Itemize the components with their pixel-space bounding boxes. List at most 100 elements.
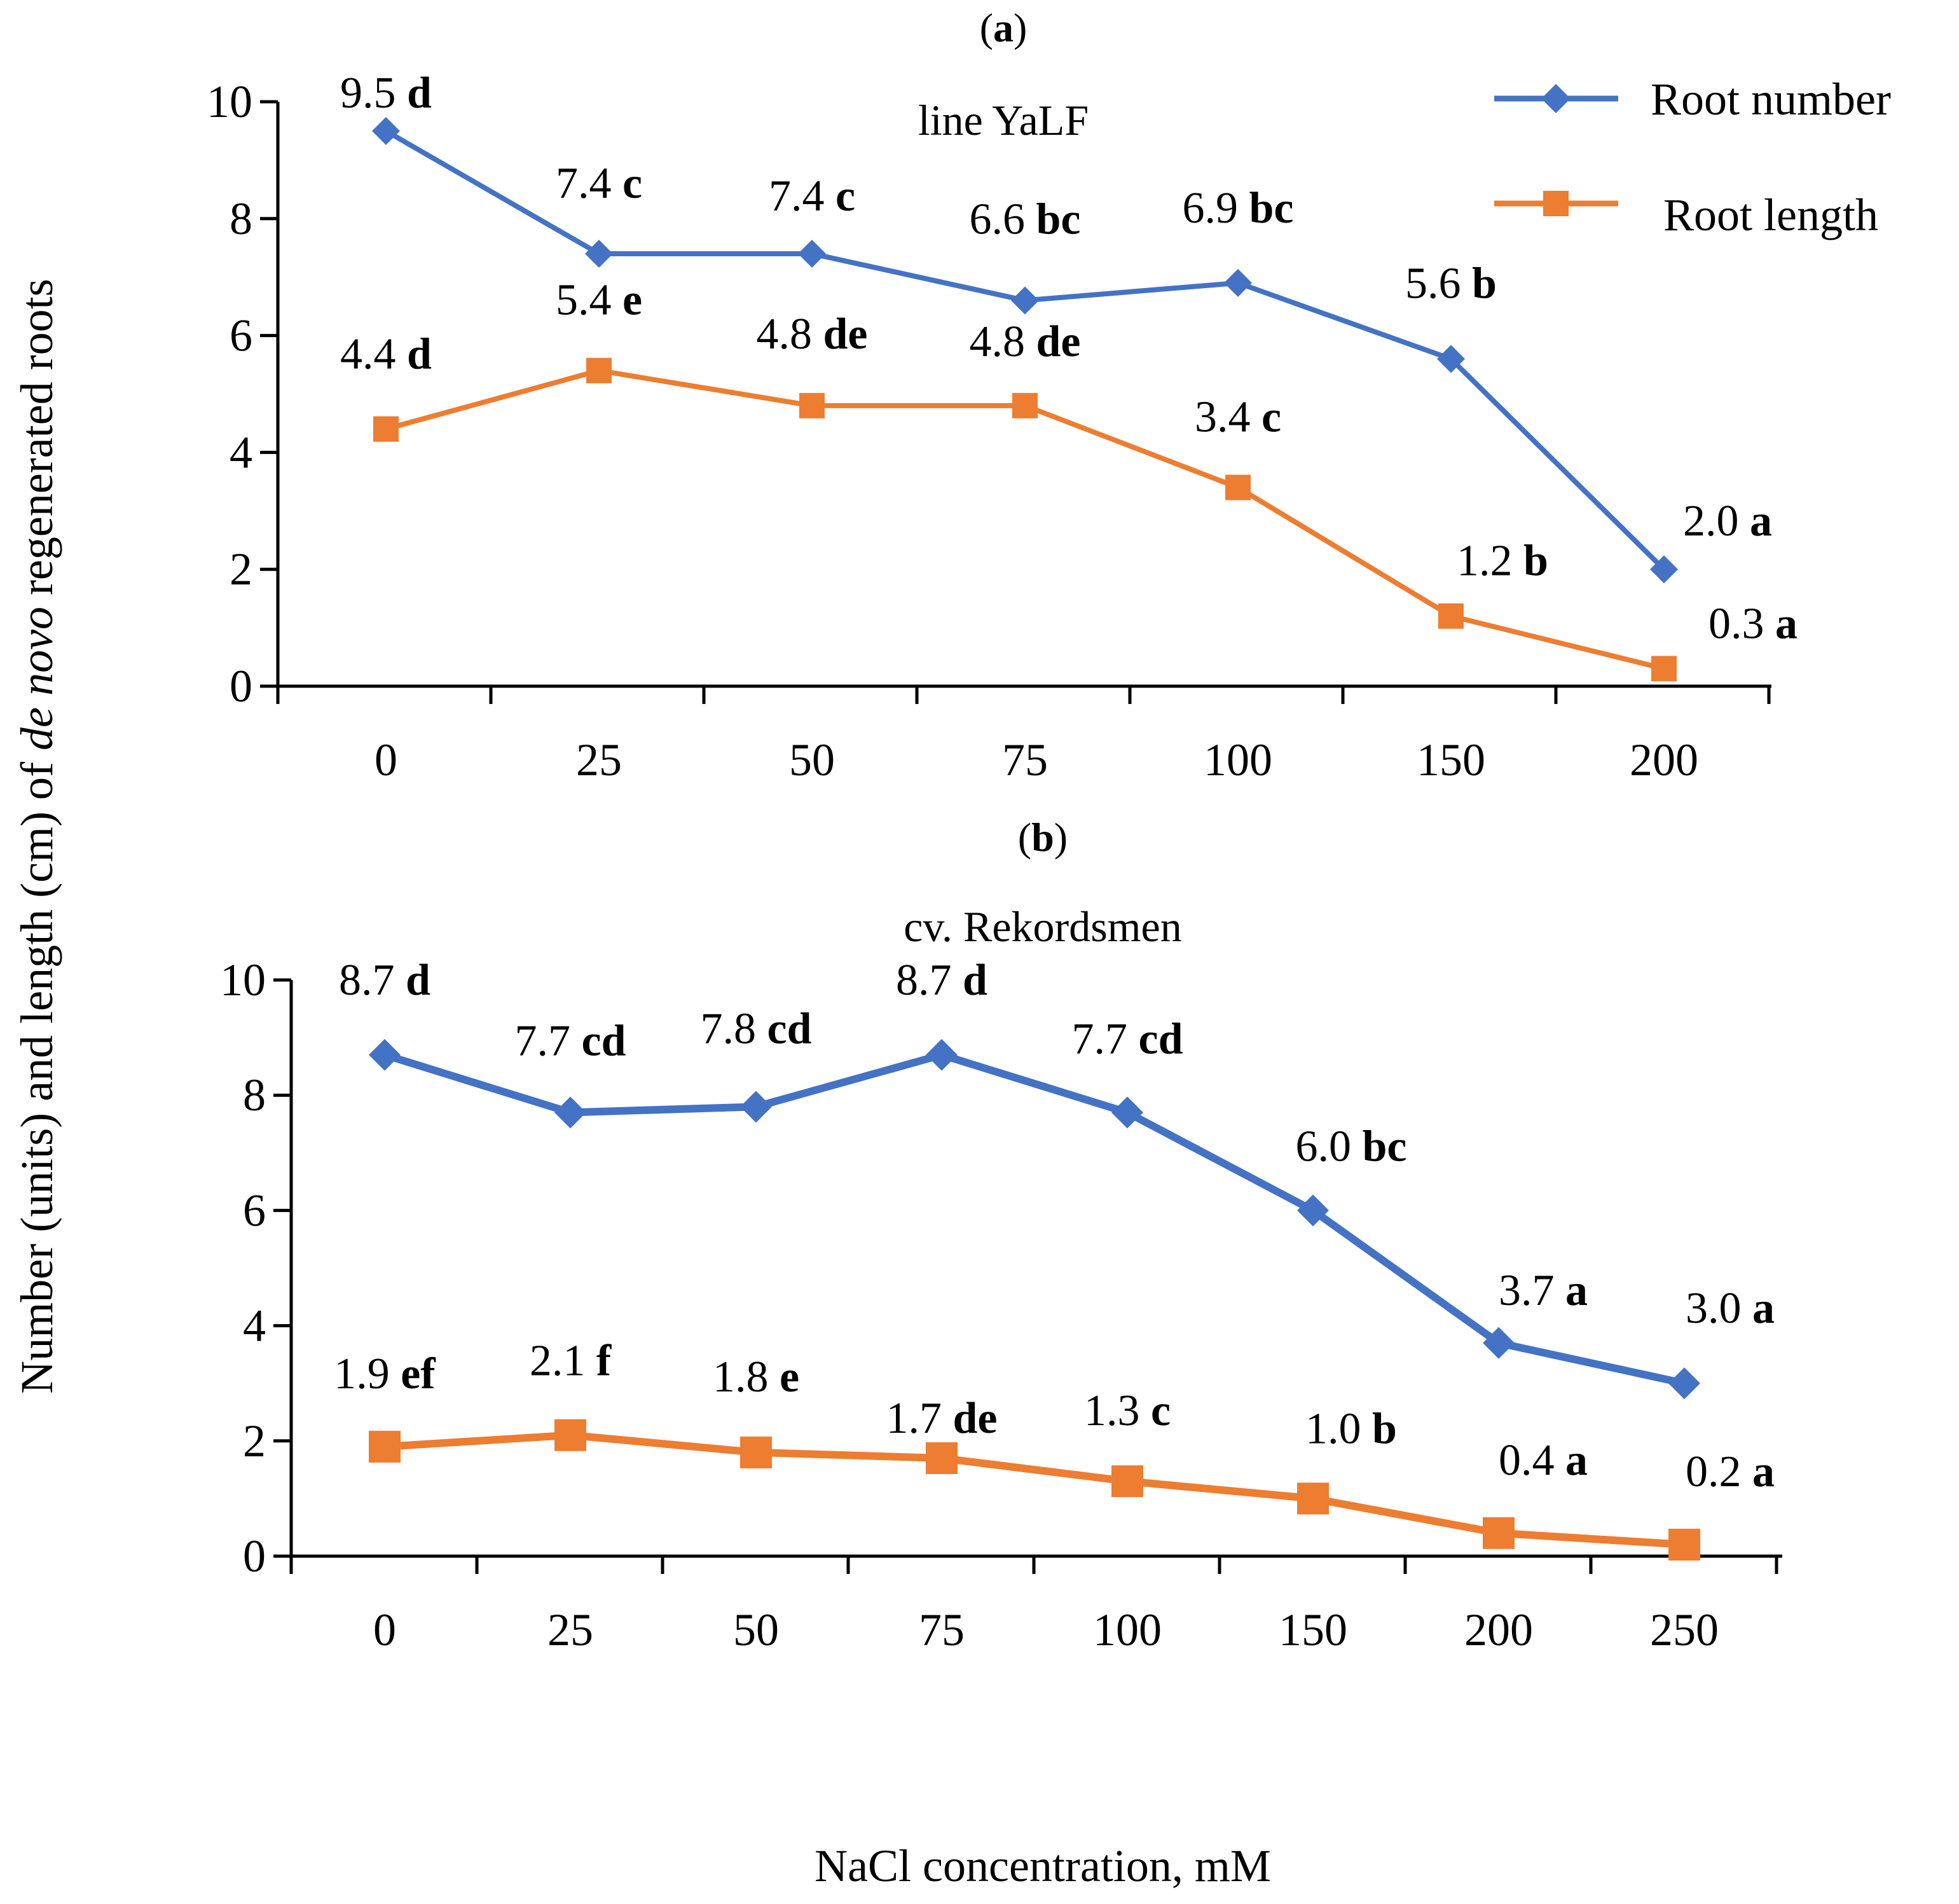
panel-b-root-length-data-label: 0.4 a <box>1499 1436 1588 1485</box>
panel-b-root-length-data-label: 0.2 a <box>1686 1447 1775 1496</box>
panel-b-root-length-point <box>369 1430 401 1463</box>
panel-a-root-number-point <box>798 239 826 268</box>
panel-b-x-tick-label: 50 <box>733 1604 779 1655</box>
panel-a-y-tick-label: 6 <box>230 310 252 361</box>
panel-a-root-number-point <box>1011 286 1039 315</box>
panel-a-root-number-data-label: 9.5 d <box>340 69 432 118</box>
panel-a-root-number-point <box>1650 555 1678 584</box>
panel-a-x-tick-label: 50 <box>789 735 835 785</box>
panel-b-x-tick-label: 0 <box>373 1604 396 1655</box>
panel-b-y-tick-label: 8 <box>243 1070 266 1121</box>
panel-a-root-length-point <box>1651 656 1677 682</box>
panel-b-root-length-point <box>554 1419 586 1451</box>
panel-b-root-number-point <box>740 1091 772 1123</box>
panel-b-root-number-point <box>369 1038 401 1071</box>
panel-a-root-length-data-label: 0.3 a <box>1708 599 1797 648</box>
panel-a-root-number-point <box>1437 345 1465 373</box>
panel-a-root-number-data-label: 5.6 b <box>1405 259 1497 308</box>
panel-b-root-number-data-label: 8.7 d <box>339 956 430 1005</box>
panel-b-root-number-point <box>926 1038 958 1071</box>
panel-b-root-length-point <box>1483 1517 1515 1549</box>
panel-a-root-length-data-label: 5.4 e <box>556 276 642 325</box>
panel-b-root-length-point <box>1111 1465 1143 1498</box>
panel-a-root-number-point <box>1224 268 1252 297</box>
panel-a-y-tick-label: 8 <box>230 193 252 244</box>
panel-a-root-length-data-label: 4.4 d <box>340 330 432 379</box>
panel-a-x-tick-label: 25 <box>576 735 622 785</box>
panel-b-root-number-data-label: 3.7 a <box>1499 1266 1588 1315</box>
panel-a-root-length-data-label: 1.2 b <box>1457 537 1548 586</box>
panel-b-root-length-point <box>926 1442 958 1474</box>
panel-a-root-length-data-label: 3.4 c <box>1195 393 1281 442</box>
panel-b-label: (b) <box>1018 815 1068 860</box>
panel-b-root-number-data-label: 8.7 d <box>896 956 987 1005</box>
panel-a-y-tick-label: 10 <box>207 76 252 127</box>
legend-diamond-marker <box>1541 84 1571 113</box>
panel-b-root-length-data-label: 1.3 c <box>1084 1386 1171 1435</box>
panel-a-x-tick-label: 200 <box>1630 735 1698 785</box>
panel-a-y-tick-label: 0 <box>230 661 252 712</box>
panel-b-root-length-point <box>740 1436 772 1468</box>
panel-a-root-length-data-label: 4.8 de <box>970 317 1081 366</box>
panel-a-subtitle: line YaLF <box>918 96 1089 144</box>
legend-square-marker <box>1543 191 1569 216</box>
panel-b-x-tick-label: 75 <box>919 1604 965 1655</box>
panel-b-root-length-point <box>1668 1528 1700 1561</box>
legend-label-root-length: Root length <box>1663 190 1878 240</box>
legend-label-root-number: Root number <box>1651 74 1891 125</box>
legend-item-root-number: Root number <box>1494 74 1891 125</box>
panel-a-x-tick-label: 75 <box>1002 735 1048 785</box>
panel-b-root-number-data-label: 7.8 cd <box>701 1004 812 1053</box>
panel-b-x-tick-label: 250 <box>1650 1604 1719 1655</box>
panel-b-y-tick-label: 6 <box>243 1185 266 1236</box>
panel-b-x-tick-label: 100 <box>1093 1604 1162 1655</box>
panel-b-root-number-point <box>1297 1194 1329 1227</box>
panel-b-y-tick-label: 2 <box>243 1416 266 1466</box>
panel-a-root-length-point <box>1225 474 1251 500</box>
panel-b-root-number-data-label: 6.0 bc <box>1296 1122 1407 1171</box>
y-axis-label: Number (units) and length (cm) of de nov… <box>11 279 62 1393</box>
panel-a-y-tick-label: 2 <box>230 544 252 595</box>
panel-b-x-tick-label: 200 <box>1464 1604 1533 1655</box>
panel-b-x-tick-label: 150 <box>1279 1604 1347 1655</box>
panel-a-label: (a) <box>980 5 1028 50</box>
legend-item-root-length: Root length <box>1494 190 1878 240</box>
panel-b-root-length-data-label: 2.1 f <box>530 1337 612 1386</box>
panel-a-root-number-data-label: 6.6 bc <box>970 195 1081 244</box>
panel-b-root-number-data-label: 3.0 a <box>1686 1284 1775 1333</box>
panel-b-root-length-data-label: 1.9 ef <box>334 1349 436 1398</box>
panel-b-y-tick-label: 10 <box>220 955 266 1005</box>
panel-b-x-tick-label: 25 <box>547 1604 593 1655</box>
panel-a-root-length-point <box>1012 392 1038 418</box>
panel-a-root-length-point <box>586 357 612 383</box>
panel-b-root-length-point <box>1297 1482 1329 1515</box>
panel-b-root-number-point <box>1483 1327 1515 1359</box>
panel-b-y-tick-label: 4 <box>243 1300 266 1351</box>
panel-b-root-length-data-label: 1.7 de <box>886 1394 998 1443</box>
panel-a-root-number-point <box>372 116 400 145</box>
panel-a-root-length-point <box>799 392 825 418</box>
panel-a-root-number-data-label: 7.4 c <box>556 159 642 208</box>
panel-b-root-length-data-label: 1.8 e <box>713 1353 799 1402</box>
panel-b-root-number-point <box>554 1096 586 1129</box>
panel-a-y-tick-label: 4 <box>230 427 252 478</box>
legend: Root number Root length <box>1494 74 1891 240</box>
panel-a-root-number-data-label: 2.0 a <box>1683 497 1772 546</box>
panel-a-root-number-data-label: 7.4 c <box>769 172 855 221</box>
panel-a-root-number-point <box>585 239 613 268</box>
panel-b-subtitle: cv. Rekordsmen <box>904 902 1181 951</box>
panel-b-root-length-line <box>384 1431 1685 1549</box>
panel-a-root-number-data-label: 6.9 bc <box>1183 184 1294 233</box>
panel-b-root-number-data-label: 7.7 cd <box>515 1016 626 1065</box>
panel-a-root-length-data-label: 4.8 de <box>757 310 868 359</box>
x-axis-label: NaCl concentration, mM <box>815 1840 1271 1891</box>
panel-a-x-tick-label: 100 <box>1204 735 1272 785</box>
panel-b-root-number-point <box>1668 1367 1700 1400</box>
panel-b-root-length-data-label: 1.0 b <box>1305 1404 1397 1453</box>
panel-a-x-tick-label: 0 <box>375 735 397 785</box>
panel-a-root-length-point <box>373 416 399 442</box>
panel-b-root-number-line <box>383 1051 1686 1388</box>
panel-b-root-number-data-label: 7.7 cd <box>1072 1014 1183 1063</box>
